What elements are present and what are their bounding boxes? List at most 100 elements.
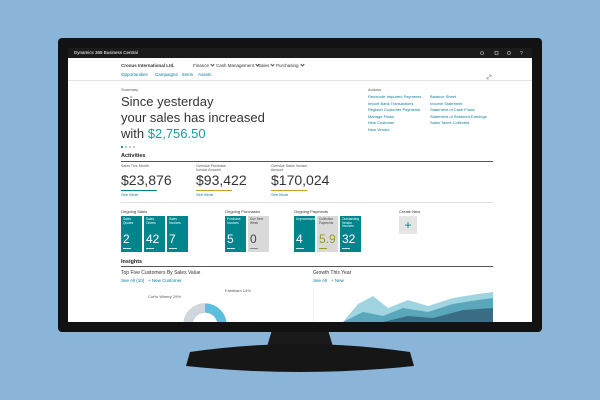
menu[interactable]: Finance: [193, 63, 214, 68]
tile[interactable]: Sales Orders 42: [144, 216, 165, 252]
kpi-value[interactable]: $23,876: [121, 172, 172, 188]
tile-label: Sales Invoices: [169, 217, 181, 225]
monitor-base: [186, 344, 414, 372]
app-title: Dynamics 365 Business Central: [74, 50, 138, 55]
card-link[interactable]: + New: [331, 278, 344, 283]
tile-bar: [250, 248, 258, 249]
area-chart: [313, 289, 493, 322]
actions-label: Actions: [368, 87, 382, 92]
card-link[interactable]: See All: [313, 278, 328, 283]
headline: your sales has increased: [121, 110, 265, 125]
tile[interactable]: Collection Payments 5.9: [317, 216, 338, 252]
donut: [183, 303, 227, 322]
create-new-title: Create New: [399, 209, 421, 214]
pager-dot[interactable]: [133, 146, 135, 148]
company[interactable]: Cronus International Ltd.: [121, 63, 175, 68]
tile-label: Sales Quotes: [123, 217, 134, 225]
svg-text:?: ?: [520, 51, 523, 56]
tile-bar: [169, 248, 177, 249]
pager-dot[interactable]: [125, 146, 127, 148]
tile-group-title: Ongoing Sales: [121, 209, 148, 214]
tile-bar: [296, 248, 304, 249]
action-link[interactable]: Reconcile Imported Payments: [368, 94, 422, 99]
tile[interactable]: Unprocessed 4: [294, 216, 315, 252]
chart-label: CoHo Winery 29%: [148, 294, 181, 299]
action-link[interactable]: Sales Taxes Collected: [430, 120, 470, 126]
action-link[interactable]: Income Statement: [430, 100, 463, 106]
expand-icon[interactable]: [486, 74, 492, 80]
section-title: Activities: [121, 153, 146, 159]
nav-link[interactable]: Assets: [198, 72, 212, 77]
action-link[interactable]: New Customer: [368, 120, 395, 126]
pager-dot[interactable]: [129, 146, 131, 148]
section-title: Insights: [121, 259, 143, 265]
tile-label: Outstanding Vendor Invoices: [342, 217, 360, 229]
card-title: Top Five Customers By Sales Value: [121, 270, 201, 276]
kpi-underline: [271, 190, 307, 191]
nav-link[interactable]: Campaigns: [155, 72, 178, 77]
donut-segment: [204, 303, 227, 322]
tile-bar: [146, 248, 154, 249]
amount: $2,756.50: [147, 126, 206, 141]
card-link[interactable]: + New Customer: [148, 278, 182, 283]
tile-bar: [227, 248, 235, 249]
kpi-label: Sales This Month: [121, 164, 149, 168]
kpi-link[interactable]: See More: [271, 192, 289, 197]
action-link[interactable]: New Vendor: [368, 127, 390, 132]
tile-value: 0: [250, 232, 257, 246]
chart-label: Fabrikam 14%: [225, 288, 251, 293]
app-bar: [68, 48, 532, 58]
nav-link[interactable]: Items: [182, 72, 194, 77]
donut-segment: [183, 303, 206, 322]
headline: with: [121, 126, 145, 141]
tile-bar: [123, 248, 131, 249]
tile-bar: [342, 248, 350, 249]
action-link[interactable]: Register Customer Payments: [368, 107, 421, 113]
tile-bar: [319, 248, 327, 249]
area: [383, 308, 493, 322]
tile-label: Purchase Invoices: [227, 217, 241, 225]
tile[interactable]: Due Next Week 0: [248, 216, 269, 252]
tile-group-title: Ongoing Payments: [294, 209, 329, 214]
tile-value: 5: [227, 232, 234, 246]
kpi-link[interactable]: See More: [121, 192, 139, 197]
pager-dot[interactable]: [121, 146, 123, 148]
divider: [121, 161, 493, 162]
tile[interactable]: Purchase Invoices 5: [225, 216, 246, 252]
divider: [68, 80, 532, 81]
tile-value: 4: [296, 232, 303, 246]
tile-value: 7: [169, 232, 176, 246]
action-link[interactable]: Statement of Retained Earnings: [430, 113, 487, 119]
app-icons: ?: [480, 51, 523, 56]
tile-value: 2: [123, 232, 130, 246]
kpi-underline: [121, 190, 157, 191]
divider: [121, 266, 493, 267]
tile[interactable]: Sales Quotes 2: [121, 216, 142, 252]
kpi-link[interactable]: See More: [196, 192, 214, 197]
headline: with $2,756.50: [121, 126, 206, 142]
kpi-value[interactable]: $170,024: [271, 172, 330, 188]
headline: Since yesterday: [121, 94, 214, 109]
menu[interactable]: Sales: [258, 63, 274, 68]
kpi-value[interactable]: $93,422: [196, 172, 247, 188]
action-link[interactable]: Balance Sheet: [430, 94, 457, 99]
create-new-button[interactable]: +: [399, 216, 417, 234]
divider: [121, 202, 493, 203]
tile[interactable]: Sales Invoices 7: [167, 216, 188, 252]
action-link[interactable]: Manage Flows: [368, 113, 395, 119]
kpi-underline: [196, 190, 232, 191]
tile-value: 32: [342, 232, 356, 246]
tile[interactable]: Outstanding Vendor Invoices 32: [340, 216, 361, 252]
summary-label: Summary: [121, 87, 139, 92]
kpi-label: Overdue Sales Invoice Amount: [271, 164, 308, 172]
card-link[interactable]: See All (10): [121, 278, 145, 283]
menu[interactable]: Purchasing: [276, 63, 304, 68]
tile-label: Due Next Week: [250, 217, 264, 225]
menu[interactable]: Cash Management: [216, 63, 259, 68]
kpi-label: Overdue Purchase Invoice Amount: [196, 164, 226, 172]
tile-label: Sales Orders: [146, 217, 156, 225]
action-link[interactable]: Statement of Cash Flows: [430, 107, 475, 113]
nav-link[interactable]: Opportunities: [121, 72, 148, 77]
action-link[interactable]: Import Bank Transactions: [368, 100, 414, 106]
